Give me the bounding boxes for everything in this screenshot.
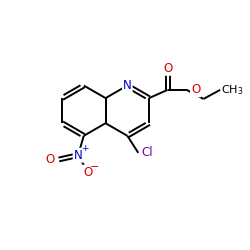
- Text: +: +: [81, 144, 88, 153]
- Text: O: O: [163, 62, 172, 75]
- Text: O: O: [83, 166, 92, 178]
- Text: N: N: [123, 79, 132, 92]
- Text: O: O: [45, 153, 54, 166]
- Text: Cl: Cl: [142, 146, 154, 159]
- Text: −: −: [90, 162, 99, 172]
- Text: N: N: [74, 149, 82, 162]
- Text: CH$_3$: CH$_3$: [222, 83, 244, 97]
- Text: O: O: [191, 83, 200, 96]
